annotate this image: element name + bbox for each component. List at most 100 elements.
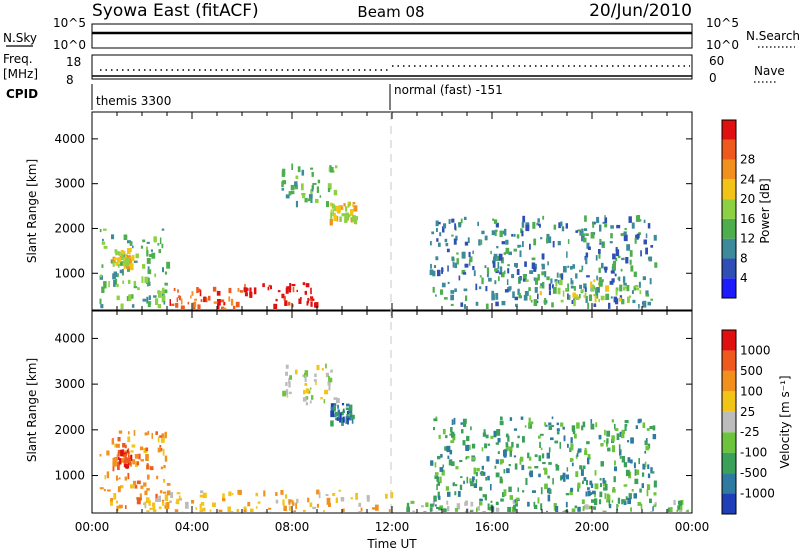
velocity-cell	[581, 425, 584, 431]
power-cell	[595, 287, 597, 295]
velocity-region-3	[282, 363, 340, 406]
velocity-cell	[134, 461, 138, 467]
velocity-cell	[520, 416, 524, 420]
power-cell	[133, 280, 137, 287]
velocity-cell	[366, 495, 370, 502]
velocity-cell	[517, 435, 520, 439]
power-cell	[295, 175, 299, 179]
velocity-cell	[464, 511, 467, 512]
velocity-cell	[459, 484, 463, 491]
velocity-cell	[434, 462, 437, 468]
velocity-cell	[650, 511, 654, 512]
power-cell	[499, 230, 503, 238]
velocity-cell	[434, 475, 438, 479]
velocity-region-6	[429, 416, 657, 512]
velocity-cell	[544, 468, 548, 475]
power-cell	[517, 288, 520, 295]
velocity-cell	[546, 452, 550, 459]
velocity-cell	[645, 438, 648, 442]
power-cell	[191, 291, 194, 296]
velocity-cell	[346, 410, 349, 415]
velocity-cell	[163, 491, 167, 494]
power-cell	[454, 288, 457, 292]
xtick-label: 08:00	[275, 520, 310, 534]
velocity-cell	[619, 456, 622, 459]
velocity-cell	[316, 489, 320, 495]
velocity-cell	[436, 484, 438, 491]
power-cell	[171, 303, 175, 306]
power-cell	[341, 213, 346, 217]
power-cell	[567, 265, 570, 268]
power-cell	[122, 280, 125, 284]
velocity-cell	[565, 493, 570, 496]
power-cell	[525, 279, 529, 282]
power-cell	[458, 275, 461, 281]
power-cell	[116, 273, 119, 278]
velocity-cell	[334, 411, 339, 417]
velocity-cell	[621, 429, 625, 434]
power-cell	[587, 302, 590, 309]
velocity-cell	[533, 501, 536, 507]
velocity-cell	[453, 417, 456, 425]
power-cell	[216, 290, 221, 296]
velocity-cell	[164, 455, 168, 462]
velocity-cell	[152, 502, 156, 510]
velocity-cell	[330, 420, 334, 427]
velocity-cell	[641, 472, 645, 477]
power-region-2	[169, 286, 243, 309]
velocity-cell	[538, 473, 541, 478]
velocity-cell	[110, 498, 113, 502]
power-cell	[228, 287, 232, 294]
power-cell	[568, 294, 571, 300]
velocity-cell	[497, 451, 500, 454]
velocity-cell	[241, 511, 246, 512]
power-cell	[475, 283, 478, 291]
power-cell	[100, 274, 103, 278]
power-cell	[561, 226, 565, 232]
velocity-cell	[581, 499, 585, 504]
velocity-cell	[335, 418, 338, 421]
velocity-cell	[117, 449, 122, 455]
velocity-cell	[627, 497, 631, 505]
velocity-cell	[653, 480, 657, 488]
power-cell	[300, 297, 302, 300]
power-cell	[566, 251, 568, 258]
power-region-6	[429, 215, 658, 309]
velocity-cell	[332, 408, 336, 412]
power-cell	[481, 277, 484, 285]
power-cell	[604, 217, 608, 224]
power-cell	[501, 300, 506, 306]
velocity-cell	[148, 511, 152, 512]
power-cell	[498, 253, 503, 261]
velocity-cell	[328, 503, 331, 507]
power-cell	[586, 242, 590, 249]
power-cell	[628, 216, 632, 223]
power-cell	[546, 233, 550, 241]
power-cell	[495, 222, 499, 228]
power-cell	[175, 302, 179, 308]
velocity-cell	[505, 442, 509, 447]
velocity-cell	[488, 507, 491, 510]
power-cell	[557, 241, 561, 246]
power-cell	[436, 238, 439, 242]
velocity-cell	[133, 430, 136, 436]
velocity-cell	[195, 507, 198, 510]
velocity-cell	[435, 416, 438, 419]
power-cell	[450, 303, 454, 306]
power-cell	[448, 219, 451, 224]
velocity-cell	[338, 411, 340, 418]
velocity-cell	[591, 499, 595, 503]
power-cell	[645, 247, 648, 255]
power-cell	[541, 271, 546, 276]
velocity-cell	[565, 474, 569, 480]
power-cell	[127, 255, 131, 258]
power-cell	[127, 266, 130, 272]
power-cell	[275, 298, 278, 302]
velocity-cell	[582, 506, 585, 512]
velocity-cell	[158, 506, 162, 509]
power-colorbar-swatch	[722, 159, 736, 180]
velocity-cell	[509, 495, 513, 500]
velocity-cell	[587, 490, 591, 497]
power-cell	[273, 303, 278, 309]
power-cell	[478, 286, 482, 290]
